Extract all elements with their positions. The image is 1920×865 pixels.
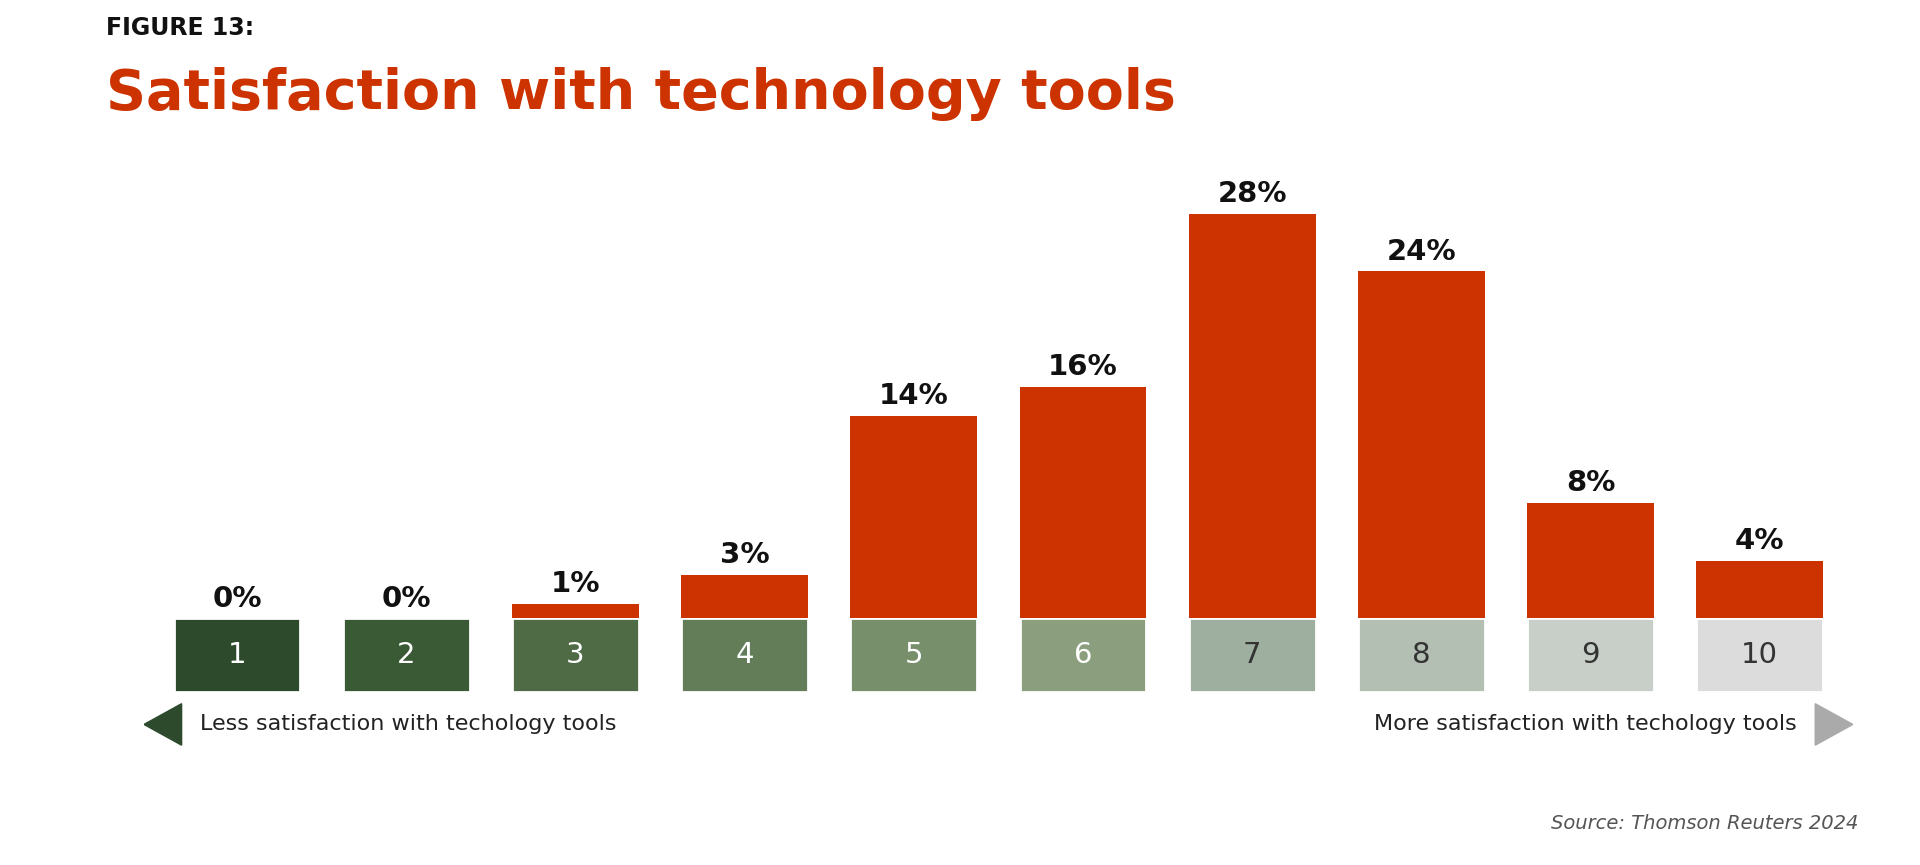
Bar xyxy=(344,618,470,692)
Text: 2: 2 xyxy=(397,641,415,670)
Bar xyxy=(1357,618,1484,692)
Text: 6: 6 xyxy=(1073,641,1092,670)
Text: 4: 4 xyxy=(735,641,755,670)
Text: 5: 5 xyxy=(904,641,924,670)
Text: 8: 8 xyxy=(1411,641,1430,670)
Text: 14%: 14% xyxy=(879,382,948,410)
Bar xyxy=(1020,388,1146,618)
Text: 4%: 4% xyxy=(1736,527,1784,554)
Text: 1: 1 xyxy=(228,641,246,670)
Text: 28%: 28% xyxy=(1217,180,1286,208)
Bar xyxy=(682,575,808,618)
Bar xyxy=(1695,618,1824,692)
Bar xyxy=(173,618,301,692)
Text: 0%: 0% xyxy=(382,585,430,612)
Text: 0%: 0% xyxy=(213,585,261,612)
Text: More satisfaction with techology tools: More satisfaction with techology tools xyxy=(1373,714,1797,734)
Text: Source: Thomson Reuters 2024: Source: Thomson Reuters 2024 xyxy=(1551,814,1859,832)
Text: FIGURE 13:: FIGURE 13: xyxy=(106,16,253,40)
Bar xyxy=(513,604,639,618)
Text: Less satisfaction with techology tools: Less satisfaction with techology tools xyxy=(200,714,616,734)
Bar xyxy=(1188,618,1315,692)
Bar xyxy=(851,618,977,692)
Bar xyxy=(1526,618,1653,692)
Bar xyxy=(851,416,977,618)
Text: 10: 10 xyxy=(1741,641,1778,670)
Bar xyxy=(1695,561,1824,618)
Bar xyxy=(1526,503,1653,618)
Polygon shape xyxy=(1814,704,1853,746)
Text: 7: 7 xyxy=(1242,641,1261,670)
Text: 8%: 8% xyxy=(1567,469,1615,497)
Bar xyxy=(513,618,639,692)
Text: 1%: 1% xyxy=(551,570,601,599)
Text: 3%: 3% xyxy=(720,541,770,569)
Text: Satisfaction with technology tools: Satisfaction with technology tools xyxy=(106,67,1175,121)
Text: 16%: 16% xyxy=(1048,353,1117,381)
Text: 9: 9 xyxy=(1582,641,1599,670)
Bar xyxy=(682,618,808,692)
Polygon shape xyxy=(144,704,182,746)
Bar xyxy=(1020,618,1146,692)
Text: 24%: 24% xyxy=(1386,238,1455,266)
Bar xyxy=(1188,214,1315,618)
Text: 3: 3 xyxy=(566,641,586,670)
Bar xyxy=(1357,272,1484,618)
